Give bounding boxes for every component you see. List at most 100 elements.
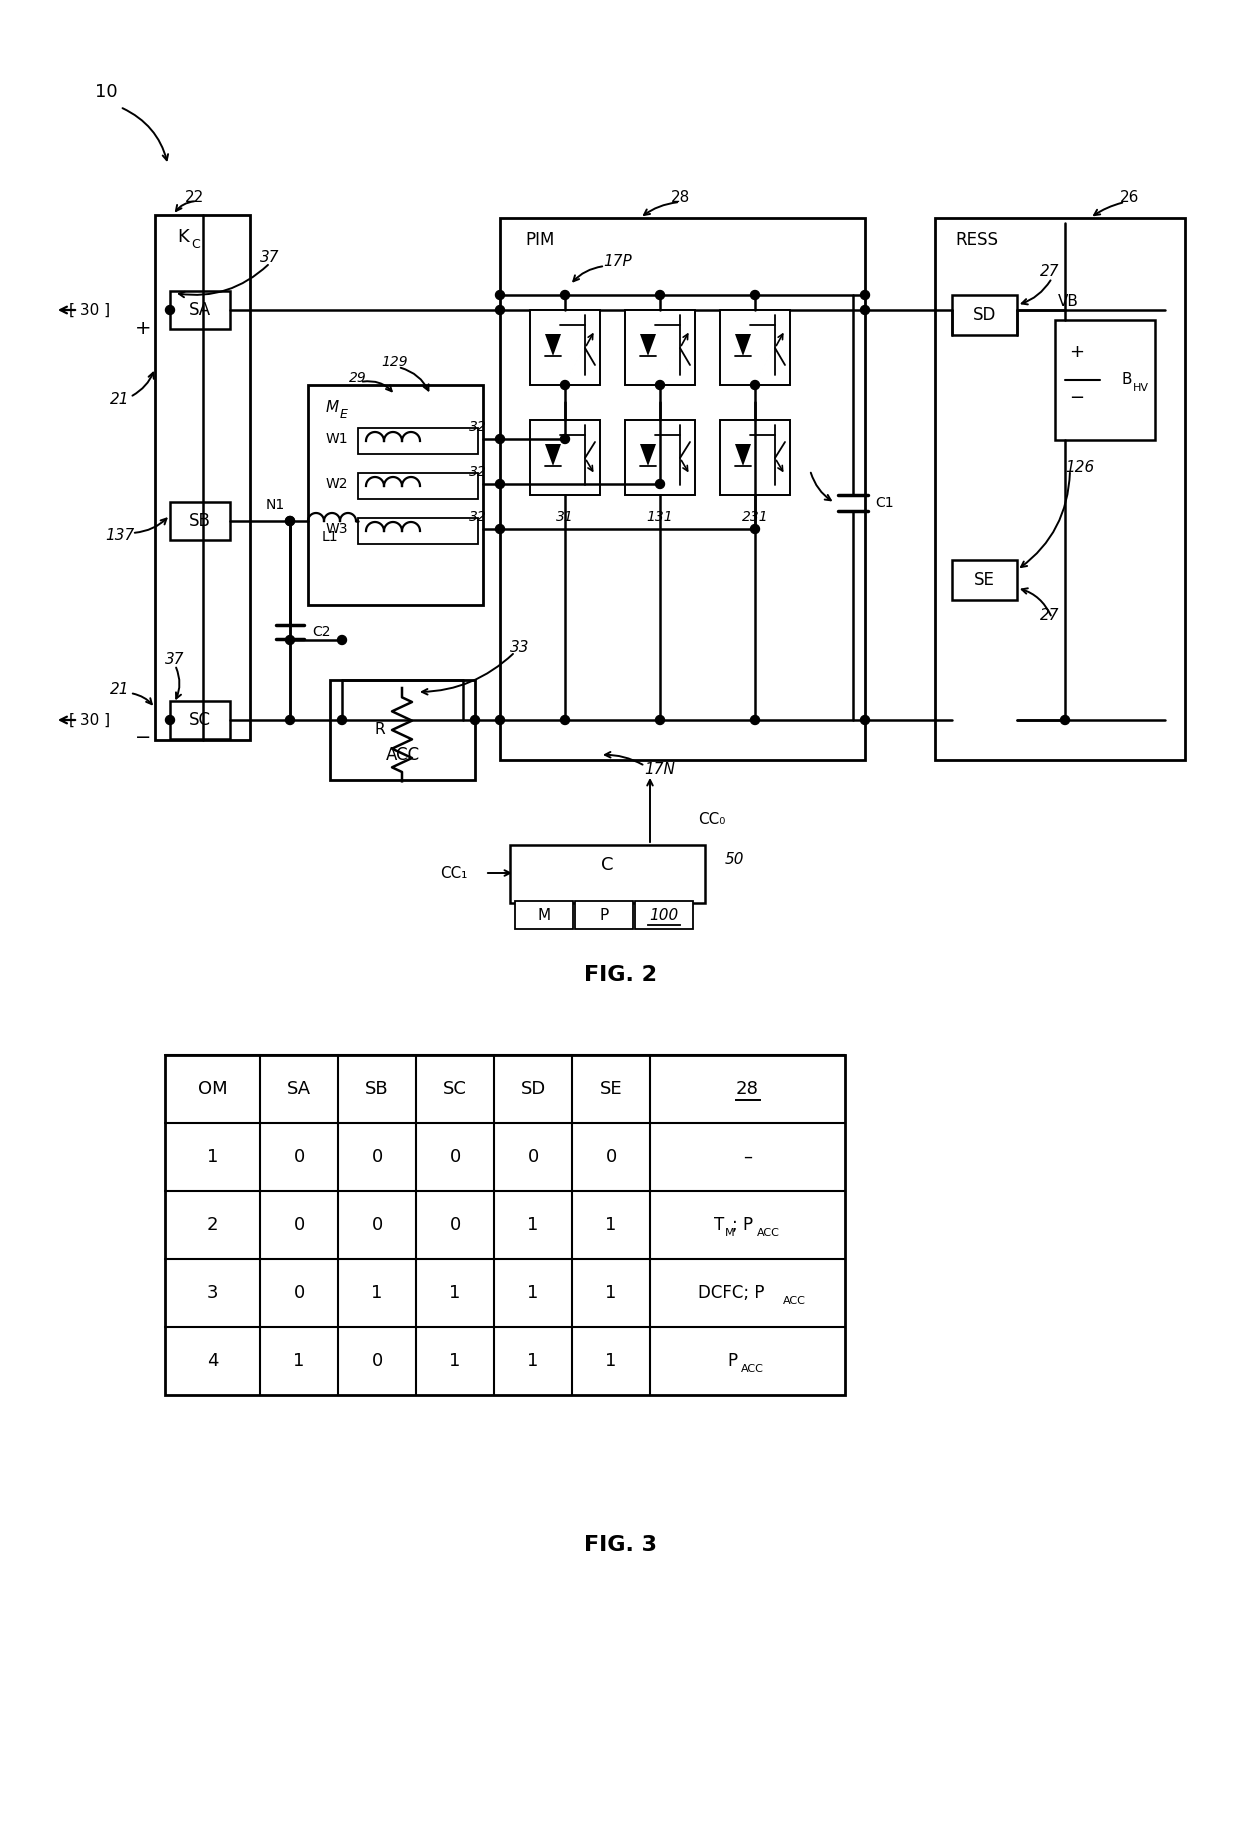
Text: SB: SB: [188, 512, 211, 531]
Circle shape: [337, 716, 346, 725]
Circle shape: [656, 716, 665, 725]
Bar: [625, 310, 694, 386]
Circle shape: [750, 290, 759, 299]
Text: 22: 22: [185, 189, 205, 204]
Polygon shape: [640, 444, 656, 466]
Text: SE: SE: [975, 571, 994, 589]
Text: SC: SC: [188, 711, 211, 729]
Circle shape: [750, 525, 759, 534]
Circle shape: [560, 716, 569, 725]
Text: 32: 32: [469, 510, 487, 523]
Text: M: M: [537, 907, 551, 922]
Polygon shape: [735, 444, 751, 466]
Text: 1: 1: [207, 1148, 218, 1166]
Text: R: R: [374, 723, 386, 738]
Text: 0: 0: [605, 1148, 616, 1166]
Text: 4: 4: [207, 1351, 218, 1370]
Circle shape: [1060, 716, 1069, 725]
Text: 1: 1: [605, 1351, 616, 1370]
Text: 100: 100: [650, 907, 678, 922]
Bar: [952, 296, 1017, 334]
Polygon shape: [546, 334, 560, 356]
Circle shape: [861, 290, 869, 299]
Text: 137: 137: [105, 527, 135, 542]
Text: ; P: ; P: [732, 1215, 753, 1234]
Bar: [308, 386, 484, 606]
Text: 0: 0: [371, 1351, 383, 1370]
Text: SE: SE: [600, 1080, 622, 1098]
Text: P: P: [599, 907, 609, 922]
Text: 1: 1: [605, 1215, 616, 1234]
Text: 50: 50: [725, 852, 744, 867]
Text: 28: 28: [737, 1080, 759, 1098]
Text: CC₀: CC₀: [698, 813, 725, 828]
Text: 29: 29: [350, 371, 367, 386]
Text: K: K: [177, 228, 188, 246]
Text: −: −: [135, 729, 151, 747]
Circle shape: [861, 305, 869, 314]
Text: 131: 131: [647, 510, 673, 523]
Circle shape: [861, 716, 869, 725]
Polygon shape: [735, 334, 751, 356]
Bar: [720, 310, 790, 386]
Text: 21: 21: [110, 683, 130, 698]
Circle shape: [337, 635, 346, 644]
Text: SA: SA: [286, 1080, 311, 1098]
Text: 32: 32: [469, 420, 487, 433]
Text: T: T: [713, 1215, 724, 1234]
Text: 1: 1: [527, 1215, 538, 1234]
Text: 1: 1: [527, 1283, 538, 1302]
Text: 0: 0: [449, 1148, 460, 1166]
Bar: [155, 215, 250, 740]
Bar: [330, 679, 475, 780]
Bar: [529, 420, 600, 496]
Circle shape: [496, 479, 505, 488]
Text: [ 30 ]: [ 30 ]: [69, 712, 110, 727]
Circle shape: [496, 716, 505, 725]
Text: 0: 0: [294, 1148, 305, 1166]
Bar: [720, 420, 790, 496]
Text: 21: 21: [110, 393, 130, 408]
Text: SD: SD: [973, 307, 996, 323]
Bar: [575, 901, 632, 929]
Circle shape: [656, 479, 665, 488]
Circle shape: [496, 525, 505, 534]
Bar: [952, 560, 1017, 600]
Text: 0: 0: [449, 1215, 460, 1234]
Text: ACC: ACC: [386, 745, 419, 764]
Text: C: C: [191, 239, 200, 252]
Text: DCFC; P: DCFC; P: [698, 1283, 764, 1302]
Text: 0: 0: [294, 1215, 305, 1234]
Text: +: +: [1069, 343, 1085, 362]
Circle shape: [285, 635, 295, 644]
Circle shape: [750, 380, 759, 389]
Circle shape: [560, 290, 569, 299]
Text: SC: SC: [443, 1080, 467, 1098]
Text: 1: 1: [294, 1351, 305, 1370]
Circle shape: [656, 380, 665, 389]
Text: –: –: [743, 1148, 751, 1166]
Text: 27: 27: [1040, 264, 1060, 279]
Polygon shape: [640, 334, 656, 356]
Text: M: M: [724, 1228, 734, 1237]
Text: C2: C2: [312, 624, 331, 639]
Text: W2: W2: [326, 477, 348, 490]
Text: FIG. 2: FIG. 2: [584, 966, 656, 984]
Text: 0: 0: [371, 1148, 383, 1166]
Text: 26: 26: [1120, 191, 1140, 206]
Text: 17P: 17P: [604, 255, 632, 270]
Text: 0: 0: [527, 1148, 538, 1166]
Polygon shape: [546, 444, 560, 466]
Text: 0: 0: [294, 1283, 305, 1302]
Text: 37: 37: [165, 652, 185, 668]
Text: 126: 126: [1065, 461, 1095, 476]
Text: P: P: [728, 1351, 738, 1370]
Bar: [170, 501, 229, 540]
Text: SD: SD: [521, 1080, 546, 1098]
Text: 10: 10: [95, 83, 118, 101]
Text: 28: 28: [671, 191, 689, 206]
Text: CC₁: CC₁: [440, 865, 467, 881]
Text: 1: 1: [605, 1283, 616, 1302]
Text: OM: OM: [197, 1080, 227, 1098]
Bar: [500, 218, 866, 760]
